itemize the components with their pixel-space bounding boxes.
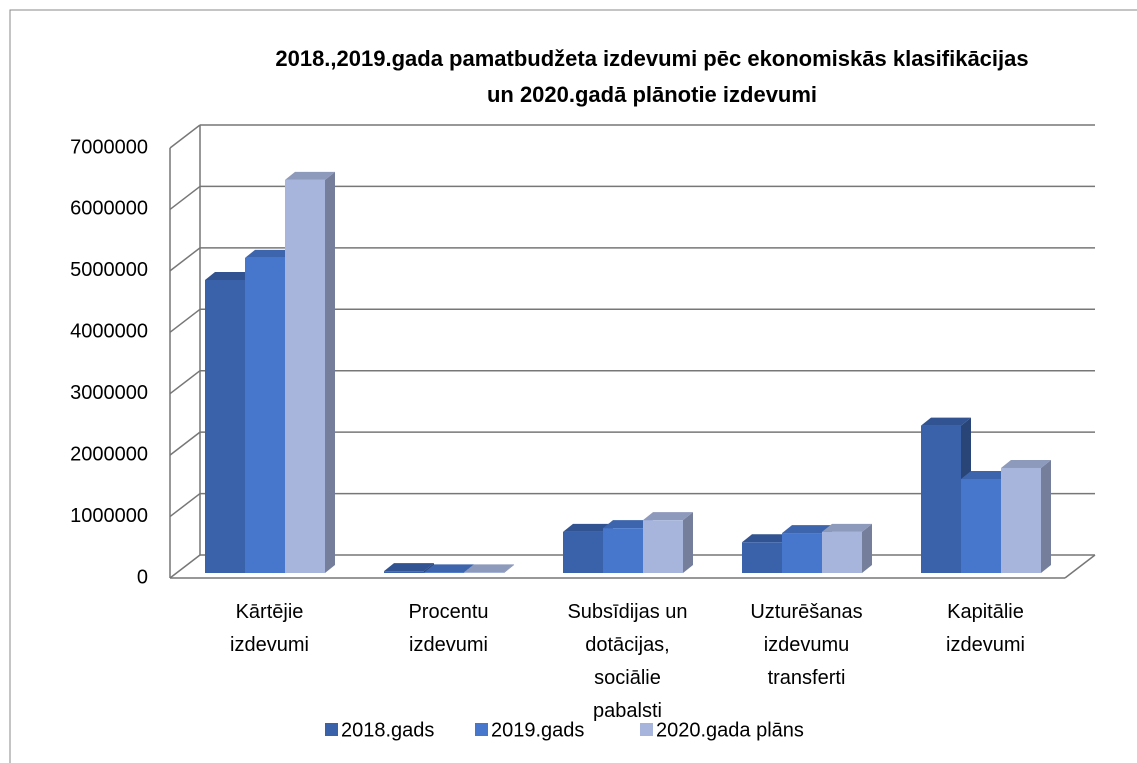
x-tick-label: Kapitālie izdevumi [946, 601, 1025, 656]
bar-top [961, 471, 1011, 480]
bar-top [1001, 459, 1051, 468]
bar-top [384, 563, 434, 572]
bar-front [782, 533, 822, 573]
legend-swatch [325, 723, 338, 736]
bar-top [782, 525, 832, 534]
bar-top [285, 171, 335, 180]
wall-grid-line [169, 370, 201, 395]
y-tick-label: 6000000 [70, 198, 148, 220]
bar-side [683, 512, 693, 573]
bar-front [1001, 467, 1041, 573]
wall-grid-line [169, 492, 201, 518]
bar-front [384, 571, 424, 573]
wall-grid-line [169, 554, 201, 579]
bar [643, 512, 693, 573]
bar-top [245, 249, 295, 258]
bar [822, 523, 872, 573]
bar-top [603, 520, 653, 529]
bar-front [961, 479, 1001, 573]
bar-top [563, 523, 613, 532]
chart-title: 2018.,2019.gada pamatbudžeta izdevumi pē… [275, 46, 1028, 107]
bar [1001, 459, 1051, 573]
bar-top [921, 417, 971, 426]
y-tick-label: 7000000 [70, 136, 148, 158]
y-tick-label: 5000000 [70, 259, 148, 281]
legend-label: 2019.gads [491, 719, 584, 741]
bar-front [424, 572, 464, 573]
bar-top [643, 512, 693, 521]
bar [464, 564, 514, 573]
bar-front [822, 531, 862, 573]
y-tick-label: 2000000 [70, 443, 148, 465]
bar-front [603, 528, 643, 573]
legend-label: 2020.gada plāns [656, 719, 804, 741]
wall-grid-line [169, 124, 201, 149]
bar-front [285, 179, 325, 573]
bar-front [921, 425, 961, 573]
bar-front [643, 520, 683, 573]
bar-top [822, 523, 872, 532]
legend-label: 2018.gads [341, 719, 434, 741]
grid [169, 124, 1095, 579]
y-tick-label: 1000000 [70, 505, 148, 527]
y-tick-label: 4000000 [70, 321, 148, 343]
legend-swatch [640, 723, 653, 736]
bar-top [742, 534, 792, 543]
bar-top [205, 271, 255, 280]
chart-frame [9, 9, 1137, 763]
wall-grid-line [169, 185, 201, 211]
bar-top [464, 564, 514, 573]
bar-front [464, 572, 504, 573]
wall-grid-line [169, 308, 201, 333]
x-tick-label: Kārtējie izdevumi [230, 601, 309, 656]
bar-front [742, 542, 782, 573]
wall-grid-line [169, 247, 201, 272]
legend-swatch [475, 723, 488, 736]
bar-front [205, 279, 245, 573]
bar-side [325, 171, 335, 573]
floor-edge [1064, 554, 1096, 579]
bar-front [245, 257, 285, 573]
x-tick-label: Procentu izdevumi [408, 601, 489, 656]
x-tick-label: Uzturēšanas izdevumu transferti [750, 601, 863, 689]
bar-top [424, 564, 474, 573]
x-tick-label: Subsīdijas un dotācijas, sociālie pabals… [567, 601, 688, 722]
bar-side [504, 564, 514, 573]
bar [285, 171, 335, 573]
bar-front [563, 531, 603, 573]
y-tick-label: 3000000 [70, 382, 148, 404]
y-tick-label: 0 [137, 566, 148, 588]
wall-grid-line [169, 431, 201, 456]
bar-side [1041, 459, 1051, 573]
bar-side [862, 523, 872, 573]
